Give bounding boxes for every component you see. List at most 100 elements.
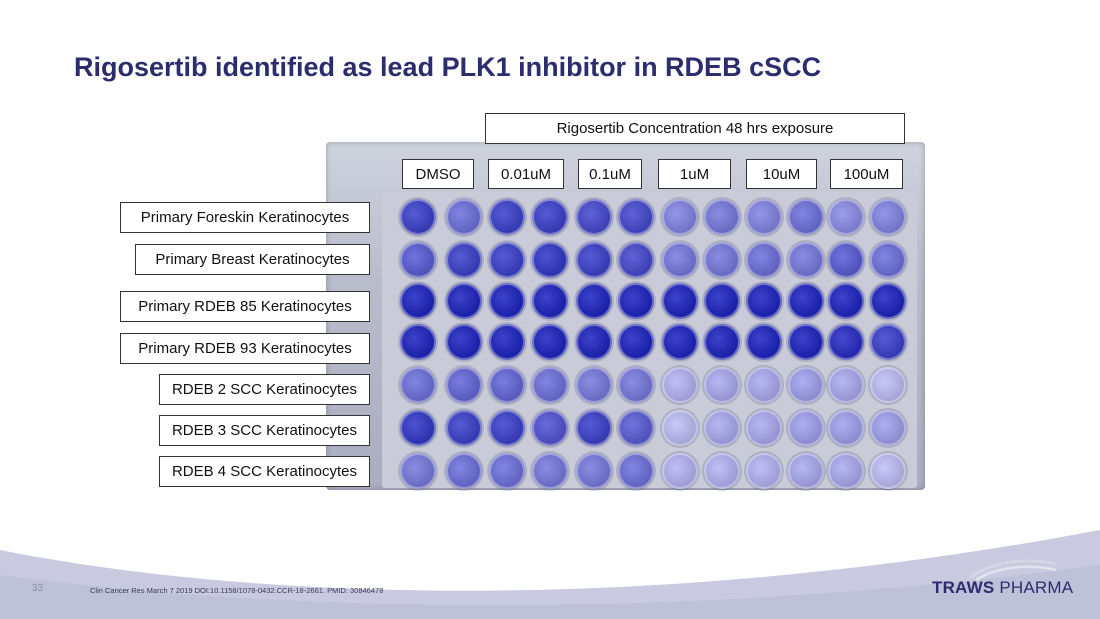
well-r4-c12	[870, 324, 906, 360]
well-r7-c9	[746, 453, 782, 489]
well-r1-c5	[576, 199, 612, 235]
citation: Clin Cancer Res March 7 2019 DOI:10.1158…	[90, 586, 384, 595]
well-r1-c4	[532, 199, 568, 235]
well-r7-c3	[489, 453, 525, 489]
well-r3-c3	[489, 283, 525, 319]
well-r1-c7	[662, 199, 698, 235]
page-title: Rigosertib identified as lead PLK1 inhib…	[74, 52, 822, 82]
well-r4-c1	[400, 324, 436, 360]
well-r7-c11	[828, 453, 864, 489]
well-r2-c6	[618, 242, 654, 278]
well-r2-c10	[788, 242, 824, 278]
well-r2-c11	[828, 242, 864, 278]
well-r3-c12	[870, 283, 906, 319]
logo-swoosh-icon	[969, 559, 1057, 582]
well-r2-c8	[704, 242, 740, 278]
conc-label-0-1um: 0.1uM	[578, 159, 642, 189]
well-r5-c7	[662, 367, 698, 403]
well-r4-c2	[446, 324, 482, 360]
well-r2-c9	[746, 242, 782, 278]
well-r6-c10	[788, 410, 824, 446]
well-r5-c1	[400, 367, 436, 403]
well-r4-c4	[532, 324, 568, 360]
well-r2-c1	[400, 242, 436, 278]
well-r7-c6	[618, 453, 654, 489]
well-r5-c9	[746, 367, 782, 403]
well-r6-c12	[870, 410, 906, 446]
well-r5-c8	[704, 367, 740, 403]
well-r4-c7	[662, 324, 698, 360]
well-r3-c5	[576, 283, 612, 319]
well-r5-c6	[618, 367, 654, 403]
well-r1-c10	[788, 199, 824, 235]
concentration-header: Rigosertib Concentration 48 hrs exposure	[485, 113, 905, 144]
conc-label-10um: 10uM	[746, 159, 817, 189]
footer-wave-decoration	[0, 530, 1100, 619]
conc-label-dmso: DMSO	[402, 159, 474, 189]
well-r7-c10	[788, 453, 824, 489]
well-r4-c9	[746, 324, 782, 360]
well-r6-c7	[662, 410, 698, 446]
well-r7-c1	[400, 453, 436, 489]
well-r5-c4	[532, 367, 568, 403]
row-label-primary-foreskin: Primary Foreskin Keratinocytes	[120, 202, 370, 233]
well-r6-c3	[489, 410, 525, 446]
conc-label-100um: 100uM	[830, 159, 903, 189]
well-r3-c9	[746, 283, 782, 319]
row-label-rdeb-2-scc: RDEB 2 SCC Keratinocytes	[159, 374, 370, 405]
well-r1-c3	[489, 199, 525, 235]
well-r1-c6	[618, 199, 654, 235]
well-r2-c12	[870, 242, 906, 278]
well-r1-c12	[870, 199, 906, 235]
well-r4-c5	[576, 324, 612, 360]
well-r7-c2	[446, 453, 482, 489]
logo-suffix: PHARMA	[994, 578, 1074, 597]
well-r3-c7	[662, 283, 698, 319]
well-r4-c3	[489, 324, 525, 360]
logo-brand: TRAWS	[932, 578, 995, 597]
well-r7-c12	[870, 453, 906, 489]
well-r6-c5	[576, 410, 612, 446]
well-r2-c5	[576, 242, 612, 278]
well-r5-c3	[489, 367, 525, 403]
well-r4-c8	[704, 324, 740, 360]
row-label-primary-breast: Primary Breast Keratinocytes	[135, 244, 370, 275]
well-r6-c11	[828, 410, 864, 446]
well-r3-c6	[618, 283, 654, 319]
well-r7-c4	[532, 453, 568, 489]
well-r6-c9	[746, 410, 782, 446]
row-label-rdeb-4-scc: RDEB 4 SCC Keratinocytes	[159, 456, 370, 487]
well-r6-c2	[446, 410, 482, 446]
well-r4-c10	[788, 324, 824, 360]
well-r3-c8	[704, 283, 740, 319]
well-r7-c5	[576, 453, 612, 489]
well-r1-c9	[746, 199, 782, 235]
well-r5-c11	[828, 367, 864, 403]
row-label-primary-rdeb-93: Primary RDEB 93 Keratinocytes	[120, 333, 370, 364]
well-r3-c1	[400, 283, 436, 319]
well-r2-c4	[532, 242, 568, 278]
well-r4-c11	[828, 324, 864, 360]
well-r5-c12	[870, 367, 906, 403]
well-r1-c11	[828, 199, 864, 235]
well-r3-c4	[532, 283, 568, 319]
row-label-rdeb-3-scc: RDEB 3 SCC Keratinocytes	[159, 415, 370, 446]
well-r4-c6	[618, 324, 654, 360]
well-r2-c2	[446, 242, 482, 278]
well-r1-c2	[446, 199, 482, 235]
well-r2-c7	[662, 242, 698, 278]
traws-pharma-logo: TRAWS PHARMA	[932, 578, 1073, 598]
well-r6-c1	[400, 410, 436, 446]
well-r5-c10	[788, 367, 824, 403]
well-r7-c8	[704, 453, 740, 489]
well-r6-c6	[618, 410, 654, 446]
well-r3-c11	[828, 283, 864, 319]
well-r6-c8	[704, 410, 740, 446]
conc-label-0-01um: 0.01uM	[488, 159, 564, 189]
row-label-primary-rdeb-85: Primary RDEB 85 Keratinocytes	[120, 291, 370, 322]
well-r1-c8	[704, 199, 740, 235]
slide-number: 33	[32, 583, 44, 594]
well-r7-c7	[662, 453, 698, 489]
well-r6-c4	[532, 410, 568, 446]
well-r3-c2	[446, 283, 482, 319]
